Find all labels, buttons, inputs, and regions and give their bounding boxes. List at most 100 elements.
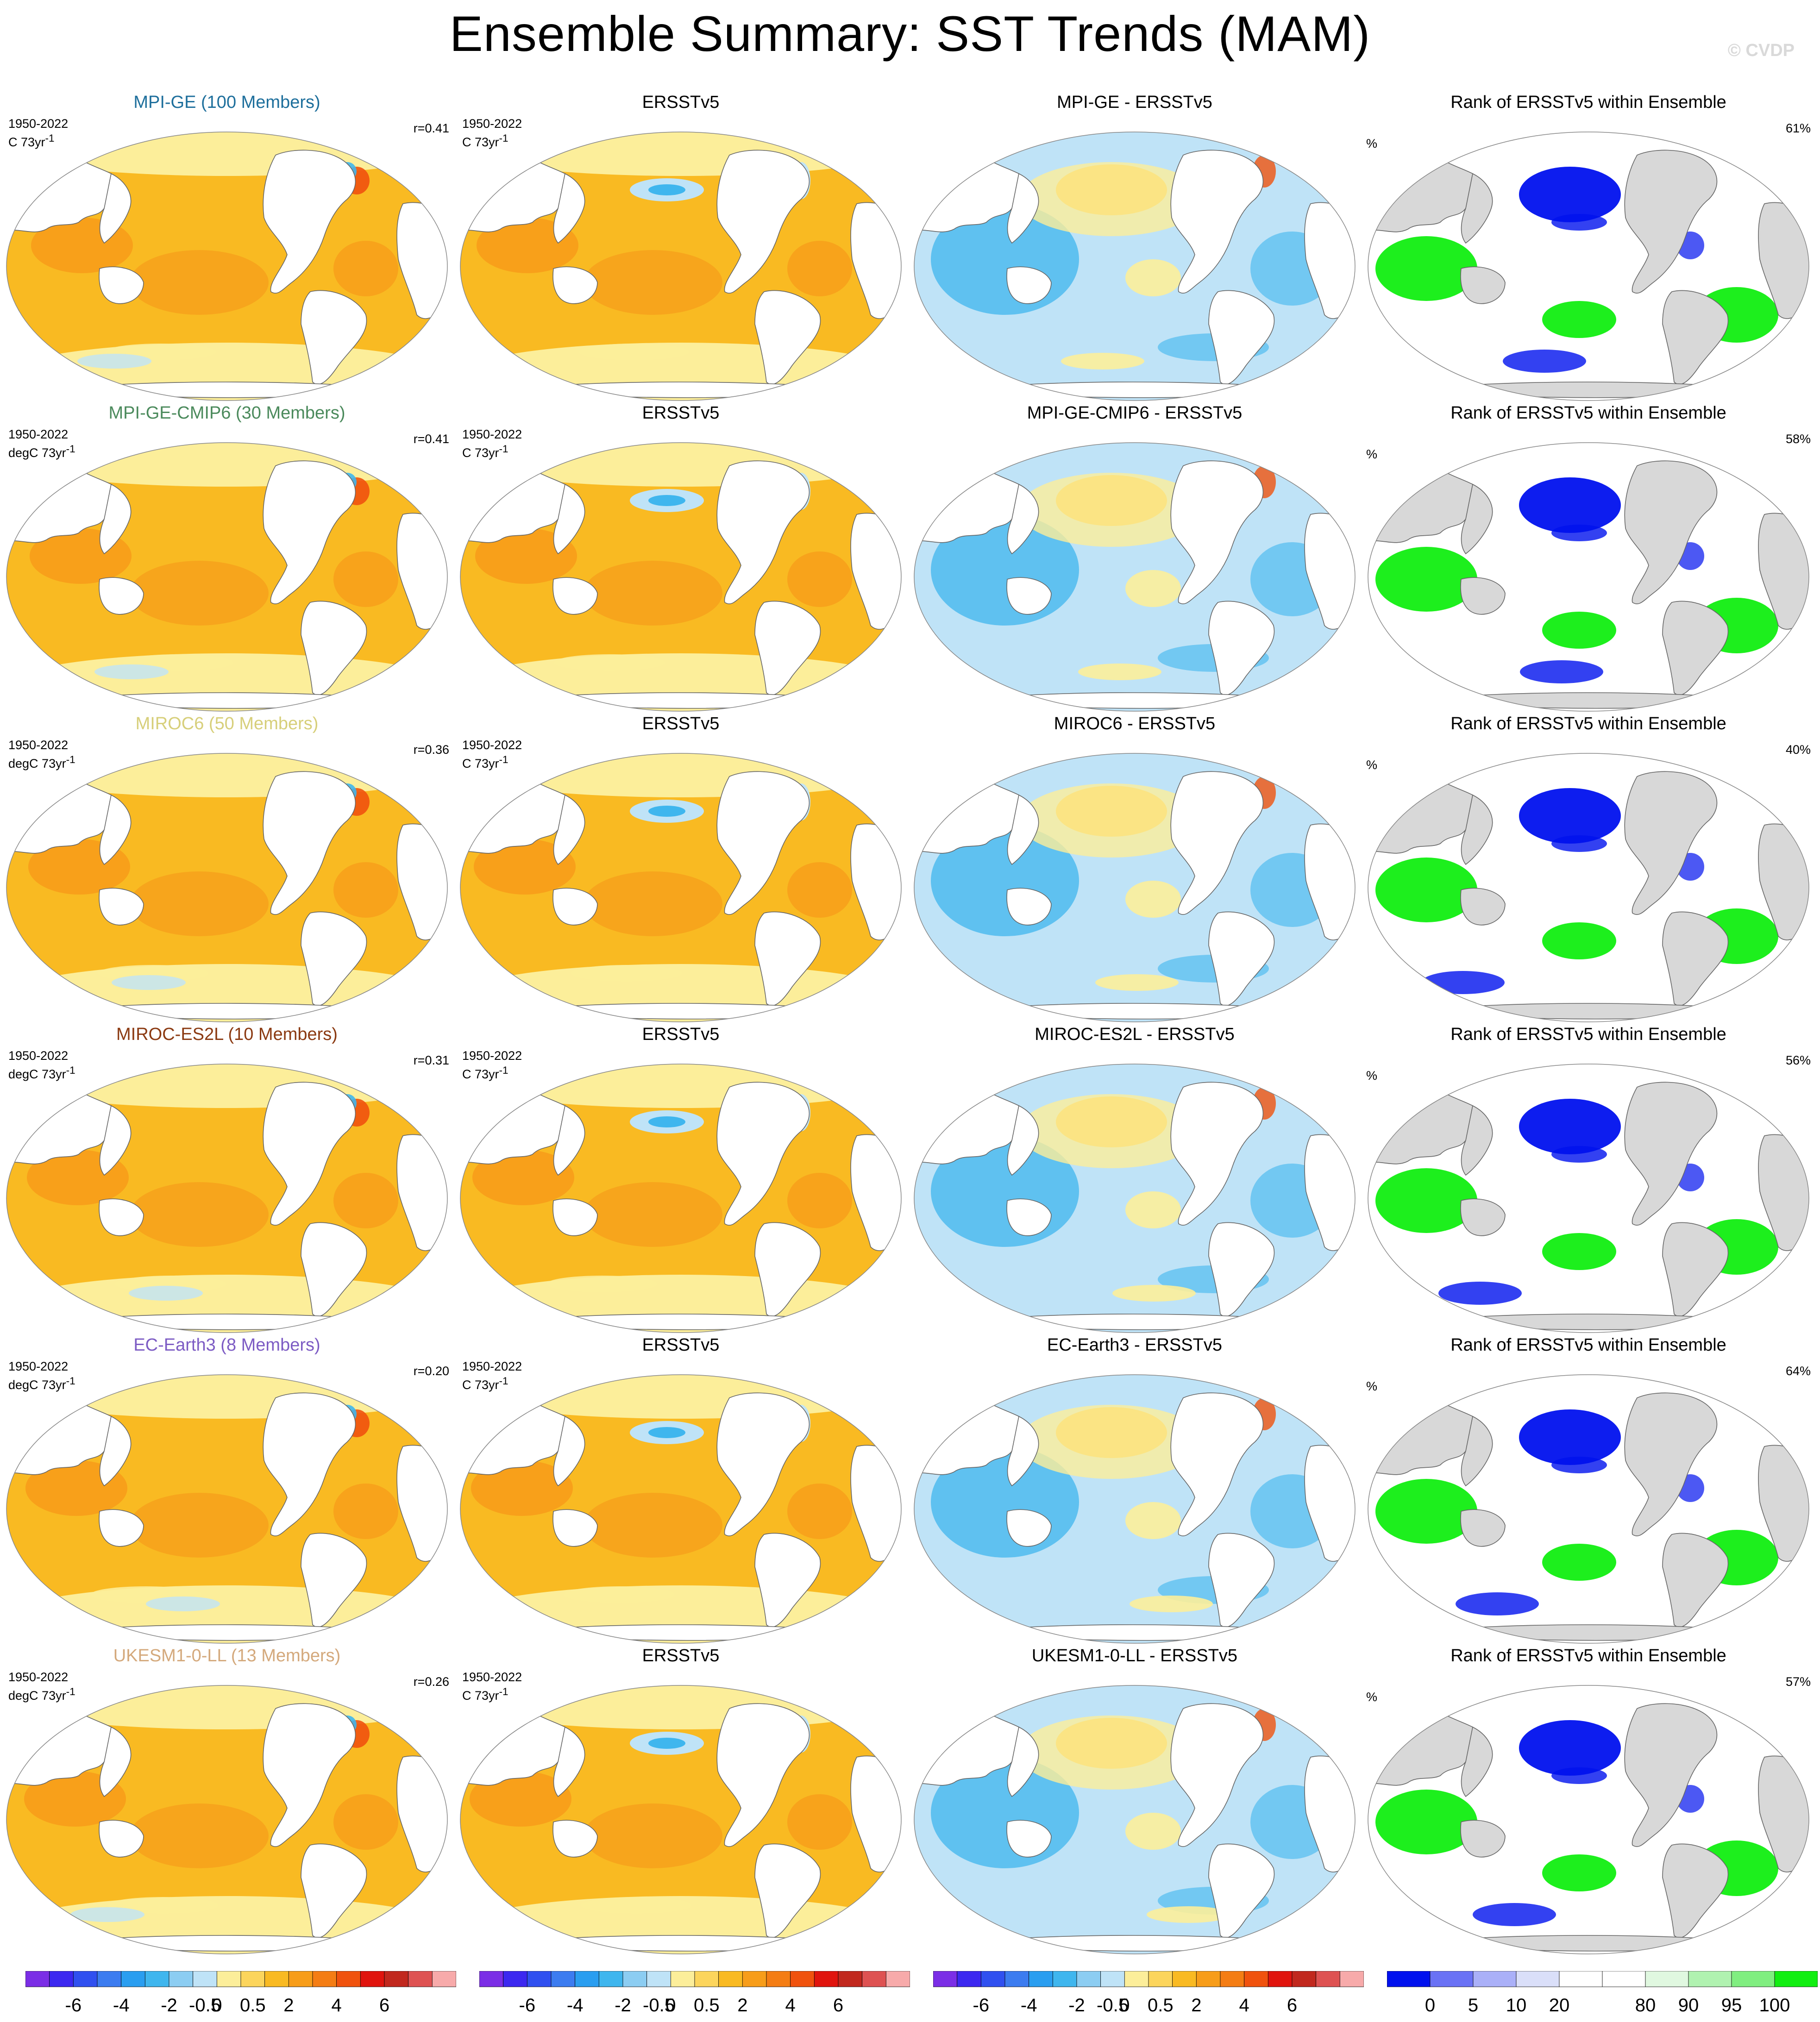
period: 1950-2022 — [8, 1359, 69, 1373]
ens-map — [6, 1374, 448, 1644]
colorbar-swatch — [694, 1971, 719, 1987]
colorbar-tick-label: 0 — [1119, 1995, 1130, 2016]
rank-title: Rank of ERSSTv5 within Ensemble — [1450, 93, 1726, 112]
colorbar-tick-label: 2 — [1191, 1995, 1202, 2016]
pattern-correlation: r=0.36 — [413, 743, 449, 757]
units: degC 73yr-1 — [8, 442, 75, 460]
units: C 73yr-1 — [462, 752, 522, 771]
obs-map — [460, 1064, 902, 1333]
rank-panel: Rank of ERSSTv5 within Ensemble% 61% — [1362, 93, 1815, 403]
units-text: C 73yr — [462, 135, 499, 149]
ensemble-title: EC-Earth3 (8 Members) — [133, 1335, 320, 1355]
colorbar-swatch — [264, 1971, 289, 1987]
colorbar-swatch — [1774, 1971, 1818, 1987]
colorbar-swatch — [1316, 1971, 1340, 1987]
units: C 73yr-1 — [462, 442, 522, 460]
observation-title: ERSSTv5 — [642, 403, 720, 423]
colorbar-tick-label: -6 — [65, 1995, 82, 2016]
units: C 73yr-1 — [462, 1063, 522, 1082]
units-exponent: -1 — [499, 754, 508, 765]
units-text: degC 73yr — [8, 1378, 66, 1392]
colorbar-swatch — [240, 1971, 265, 1987]
period-label: 1950-2022 C 73yr-1 — [462, 427, 522, 460]
rank-map — [1368, 753, 1809, 1022]
units-text: C 73yr — [462, 1378, 499, 1392]
colorbar-swatch — [622, 1971, 647, 1987]
period: 1950-2022 — [8, 1049, 69, 1063]
units: degC 73yr-1 — [8, 1684, 75, 1703]
colorbar-swatch — [1172, 1971, 1197, 1987]
colorbar-swatch — [1100, 1971, 1125, 1987]
colorbar-tick-label: 6 — [379, 1995, 390, 2016]
units: C 73yr-1 — [462, 131, 522, 150]
ensemble-title: MIROC6 (50 Members) — [135, 714, 319, 733]
period-label: 1950-2022 C 73yr-1 — [8, 117, 68, 150]
units-text: C 73yr — [462, 1067, 499, 1081]
trend-colorbar-1: -6 -4 -2 -0.5 0 0.5 2 4 6 — [25, 1971, 456, 2017]
difference-title: EC-Earth3 - ERSSTv5 — [1047, 1335, 1222, 1355]
rank-title: Rank of ERSSTv5 within Ensemble — [1450, 403, 1726, 423]
units-text: degC 73yr — [8, 757, 66, 770]
colorbar-swatch — [1076, 1971, 1101, 1987]
rank-percentage: 40% — [1785, 743, 1811, 757]
units-exponent: -1 — [66, 1375, 75, 1387]
colorbar-tick-label: 0 — [212, 1995, 222, 2016]
colorbar-tick-label: 4 — [785, 1995, 796, 2016]
colorbar-swatch — [527, 1971, 552, 1987]
units-text: C 73yr — [462, 757, 499, 770]
colorbar-swatch — [1688, 1971, 1732, 1987]
observation-panel: ERSSTv5 1950-2022 C 73yr-1 — [454, 714, 908, 1024]
obs-map — [460, 753, 902, 1022]
colorbar-tick-label: 90 — [1678, 1995, 1699, 2016]
diff-map — [914, 1064, 1356, 1333]
colorbar-swatches — [25, 1971, 456, 1987]
rank-panel: Rank of ERSSTv5 within Ensemble% 58% — [1362, 403, 1815, 714]
colorbar-swatch — [1339, 1971, 1364, 1987]
difference-title: MPI-GE-CMIP6 - ERSSTv5 — [1027, 403, 1243, 423]
colorbar-swatch — [646, 1971, 671, 1987]
colorbar-tick-label: -6 — [973, 1995, 990, 2016]
difference-panel: EC-Earth3 - ERSSTv5 — [908, 1335, 1362, 1646]
colorbar-swatch — [144, 1971, 169, 1987]
colorbar-swatch — [1559, 1971, 1603, 1987]
difference-title: MIROC-ES2L - ERSSTv5 — [1035, 1025, 1235, 1044]
observation-title: ERSSTv5 — [642, 93, 720, 112]
difference-panel: UKESM1-0-LL - ERSSTv5 — [908, 1646, 1362, 1956]
period-label: 1950-2022 degC 73yr-1 — [8, 427, 75, 460]
colorbar-swatch — [1473, 1971, 1517, 1987]
ensemble-title: MPI-GE (100 Members) — [133, 93, 320, 112]
observation-panel: ERSSTv5 1950-2022 C 73yr-1 — [454, 1646, 908, 1956]
rank-panel: Rank of ERSSTv5 within Ensemble% 56% — [1362, 1025, 1815, 1335]
colorbar-tick-label: -2 — [615, 1995, 631, 2016]
rank-title: Rank of ERSSTv5 within Ensemble — [1450, 1025, 1726, 1044]
colorbar-swatch — [1148, 1971, 1173, 1987]
colorbar-tick-label: 0.5 — [240, 1995, 266, 2016]
colorbar-tick-label: 0.5 — [1148, 1995, 1174, 2016]
difference-title: MPI-GE - ERSSTv5 — [1057, 93, 1212, 112]
colorbar-swatch — [1292, 1971, 1317, 1987]
rank-panel: Rank of ERSSTv5 within Ensemble% 40% — [1362, 714, 1815, 1024]
colorbar-tick-label: -4 — [113, 1995, 130, 2016]
period: 1950-2022 — [462, 1049, 522, 1063]
colorbar-swatch — [503, 1971, 527, 1987]
period: 1950-2022 — [8, 427, 69, 441]
colorbar-tick-label: -6 — [519, 1995, 536, 2016]
difference-title: MIROC6 - ERSSTv5 — [1054, 714, 1216, 733]
percent-unit: % — [1366, 137, 1378, 150]
colorbar-swatch — [193, 1971, 217, 1987]
observation-title: ERSSTv5 — [642, 1646, 720, 1665]
colorbar-swatch — [360, 1971, 385, 1987]
rank-panel: Rank of ERSSTv5 within Ensemble% 57% — [1362, 1646, 1815, 1956]
ens-map — [6, 1685, 448, 1954]
colorbar-swatch — [838, 1971, 863, 1987]
observation-panel: ERSSTv5 1950-2022 C 73yr-1 — [454, 93, 908, 403]
colorbar-swatch — [1645, 1971, 1689, 1987]
colorbar-swatch — [1516, 1971, 1560, 1987]
colorbar-swatch — [551, 1971, 576, 1987]
observation-panel: ERSSTv5 1950-2022 C 73yr-1 — [454, 403, 908, 714]
colorbar-tick-label: -0.5 — [1097, 1995, 1129, 2016]
colorbar-swatch — [1029, 1971, 1053, 1987]
colorbar-swatches — [1387, 1971, 1818, 1987]
colorbar-swatch — [575, 1971, 599, 1987]
difference-title: UKESM1-0-LL - ERSSTv5 — [1031, 1646, 1238, 1665]
